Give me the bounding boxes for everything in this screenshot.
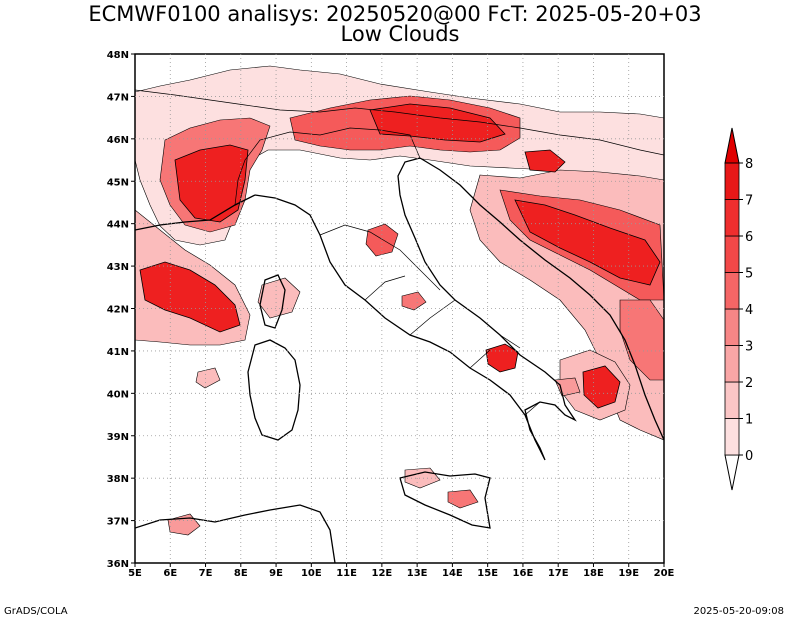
lon-label-6E: 6E <box>163 568 177 579</box>
lat-label-48N: 48N <box>107 50 129 61</box>
lon-label-14E: 14E <box>442 568 463 579</box>
lat-label-38N: 38N <box>107 474 129 485</box>
colorbar-label-6: 6 <box>745 230 753 245</box>
lat-label-41N: 41N <box>107 347 129 358</box>
colorbar-arrow-top <box>724 127 740 164</box>
lat-label-36N: 36N <box>107 559 129 570</box>
lon-label-18E: 18E <box>583 568 604 579</box>
lon-label-5E: 5E <box>128 568 142 579</box>
colorbar-label-1: 1 <box>745 413 753 428</box>
lon-label-17E: 17E <box>548 568 569 579</box>
lon-label-13E: 13E <box>407 568 428 579</box>
colorbar-label-0: 0 <box>745 449 753 464</box>
map-title: ECMWF0100 analisys: 20250520@00 FcT: 202… <box>88 2 701 26</box>
lon-label-8E: 8E <box>234 568 248 579</box>
colorbar-segment <box>724 381 740 419</box>
colorbar-label-8: 8 <box>745 157 753 172</box>
longitude-ticks: 5E 6E 7E 8E 9E 10E 11E 12E 13E 14E 15E 16E 17E 18E 19E… <box>128 563 675 579</box>
colorbar: 0 1 2 3 4 5 6 7 8 <box>724 127 753 491</box>
colorbar-segment <box>724 418 740 456</box>
map-subtitle: Low Clouds <box>341 22 460 46</box>
cloud-region-balkans-core <box>514 199 661 286</box>
lat-label-43N: 43N <box>107 262 129 273</box>
border-alps <box>234 127 421 206</box>
cloud-region-tuscany <box>365 223 399 257</box>
lat-label-46N: 46N <box>107 135 129 146</box>
colorbar-label-4: 4 <box>745 303 753 318</box>
colorbar-label-5: 5 <box>745 267 753 282</box>
colorbar-segment <box>724 199 740 237</box>
cloud-region-alps-core <box>174 144 249 223</box>
lon-label-12E: 12E <box>371 568 392 579</box>
latitude-ticks: 36N 37N 38N 39N 40N 41N 42N 43N 44N 45N 46N 47N 48N <box>107 50 135 570</box>
coastline-africa <box>135 504 336 563</box>
coastline-sicily <box>399 471 491 529</box>
cloud-patch-sicily-2 <box>447 489 479 509</box>
cloud-patch-tyrrhenian <box>195 367 221 389</box>
coastline-balkans <box>419 157 664 441</box>
lon-label-10E: 10E <box>301 568 322 579</box>
coastline-france <box>135 194 256 231</box>
lat-label-40N: 40N <box>107 389 129 400</box>
lat-label-42N: 42N <box>107 305 129 316</box>
lat-label-47N: 47N <box>107 92 129 103</box>
coastlines <box>135 157 664 563</box>
lat-label-37N: 37N <box>107 517 129 528</box>
footer-timestamp: 2025-05-20-09:08 <box>693 606 784 617</box>
border-north <box>135 89 664 156</box>
cloud-patch-sardinia-n <box>257 277 301 319</box>
cloud-region-campania <box>485 343 519 373</box>
cloud-region-apulia-core <box>582 365 621 409</box>
colorbar-segment <box>724 235 740 273</box>
colorbar-label-7: 7 <box>745 194 753 209</box>
cloud-region-west-core <box>139 261 241 333</box>
colorbar-segment <box>724 162 740 200</box>
coastline-italy <box>254 157 577 461</box>
lat-label-44N: 44N <box>107 220 129 231</box>
cloud-patch-abruzzo <box>401 291 427 311</box>
colorbar-segment <box>724 308 740 346</box>
colorbar-label-2: 2 <box>745 376 753 391</box>
colorbar-arrow-bottom <box>724 454 740 491</box>
lon-label-19E: 19E <box>618 568 639 579</box>
borders <box>135 89 664 416</box>
border-regions <box>319 224 541 416</box>
lon-label-9E: 9E <box>269 568 283 579</box>
colorbar-segment <box>724 272 740 310</box>
lat-label-45N: 45N <box>107 177 129 188</box>
lat-label-39N: 39N <box>107 432 129 443</box>
colorbar-label-3: 3 <box>745 340 753 355</box>
lon-label-11E: 11E <box>336 568 357 579</box>
lon-label-15E: 15E <box>477 568 498 579</box>
coastline-sardinia <box>247 339 301 441</box>
cloud-region-montenegro <box>524 149 566 173</box>
coastline-corsica <box>259 274 286 329</box>
grid-lines <box>135 54 664 563</box>
lon-label-16E: 16E <box>513 568 534 579</box>
lon-label-7E: 7E <box>199 568 213 579</box>
cloud-field <box>135 65 664 536</box>
colorbar-segment <box>724 345 740 383</box>
lon-label-20E: 20E <box>654 568 675 579</box>
footer-left: GrADS/COLA <box>4 606 68 617</box>
